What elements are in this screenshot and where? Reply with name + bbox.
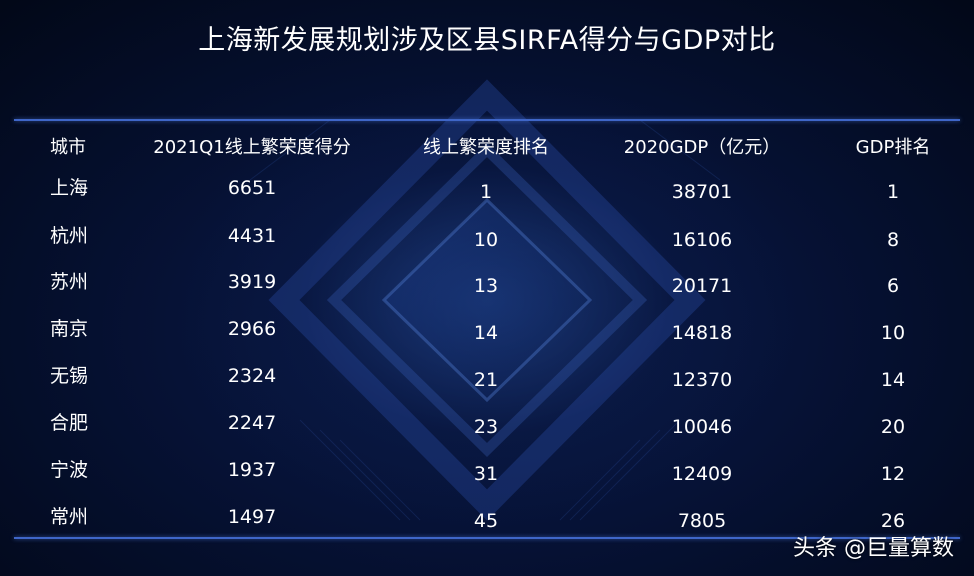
table-cell: 20171 [671, 275, 733, 297]
row-city: 杭州 [50, 225, 89, 247]
table-cell: 14818 [671, 322, 733, 344]
column-header: 线上繁荣度排名 [423, 137, 549, 158]
table-cell: 4431 [227, 225, 277, 247]
table-bottom-rule [14, 537, 960, 539]
row-city: 合肥 [50, 412, 89, 434]
row-city: 宁波 [50, 459, 89, 481]
table-cell: 45 [473, 510, 499, 532]
table-cell: 1 [886, 181, 900, 203]
table-cell: 38701 [671, 181, 733, 203]
table-cell: 20 [880, 416, 906, 438]
table-cell: 12370 [671, 369, 733, 391]
row-city: 南京 [50, 318, 89, 340]
table-cell: 13 [473, 275, 499, 297]
table-cell: 8 [886, 229, 900, 251]
column-header: 2021Q1线上繁荣度得分 [153, 137, 351, 158]
table-cell: 1 [479, 181, 493, 203]
column-header: 2020GDP（亿元） [623, 137, 781, 158]
table-cell: 10 [880, 322, 906, 344]
table-cell: 10 [473, 229, 499, 251]
row-city: 无锡 [50, 365, 89, 387]
table-cell: 23 [473, 416, 499, 438]
table-cell: 10046 [671, 416, 733, 438]
table-cell: 2247 [227, 412, 277, 434]
table-cell: 26 [880, 510, 906, 532]
table-cell: 7805 [677, 510, 727, 532]
table-cell: 2324 [227, 365, 277, 387]
table-top-rule [14, 119, 960, 121]
table-cell: 21 [473, 369, 499, 391]
table-cell: 12 [880, 463, 906, 485]
table-cell: 14 [880, 369, 906, 391]
column-header: GDP排名 [855, 137, 931, 158]
watermark: 头条 @巨量算数 [793, 536, 954, 561]
row-city: 苏州 [50, 271, 89, 293]
table-cell: 1937 [227, 459, 277, 481]
table-cell: 6 [886, 275, 900, 297]
table-cell: 6651 [227, 177, 277, 199]
table-cell: 31 [473, 463, 499, 485]
page-title: 上海新发展规划涉及区县SIRFA得分与GDP对比 [198, 25, 776, 56]
row-city: 常州 [50, 506, 89, 528]
table-cell: 14 [473, 322, 499, 344]
table-cell: 3919 [227, 271, 277, 293]
row-city: 上海 [50, 177, 89, 199]
table-cell: 12409 [671, 463, 733, 485]
table-cell: 2966 [227, 318, 277, 340]
table-cell: 16106 [671, 229, 733, 251]
column-header: 城市 [50, 137, 86, 158]
table-cell: 1497 [227, 506, 277, 528]
